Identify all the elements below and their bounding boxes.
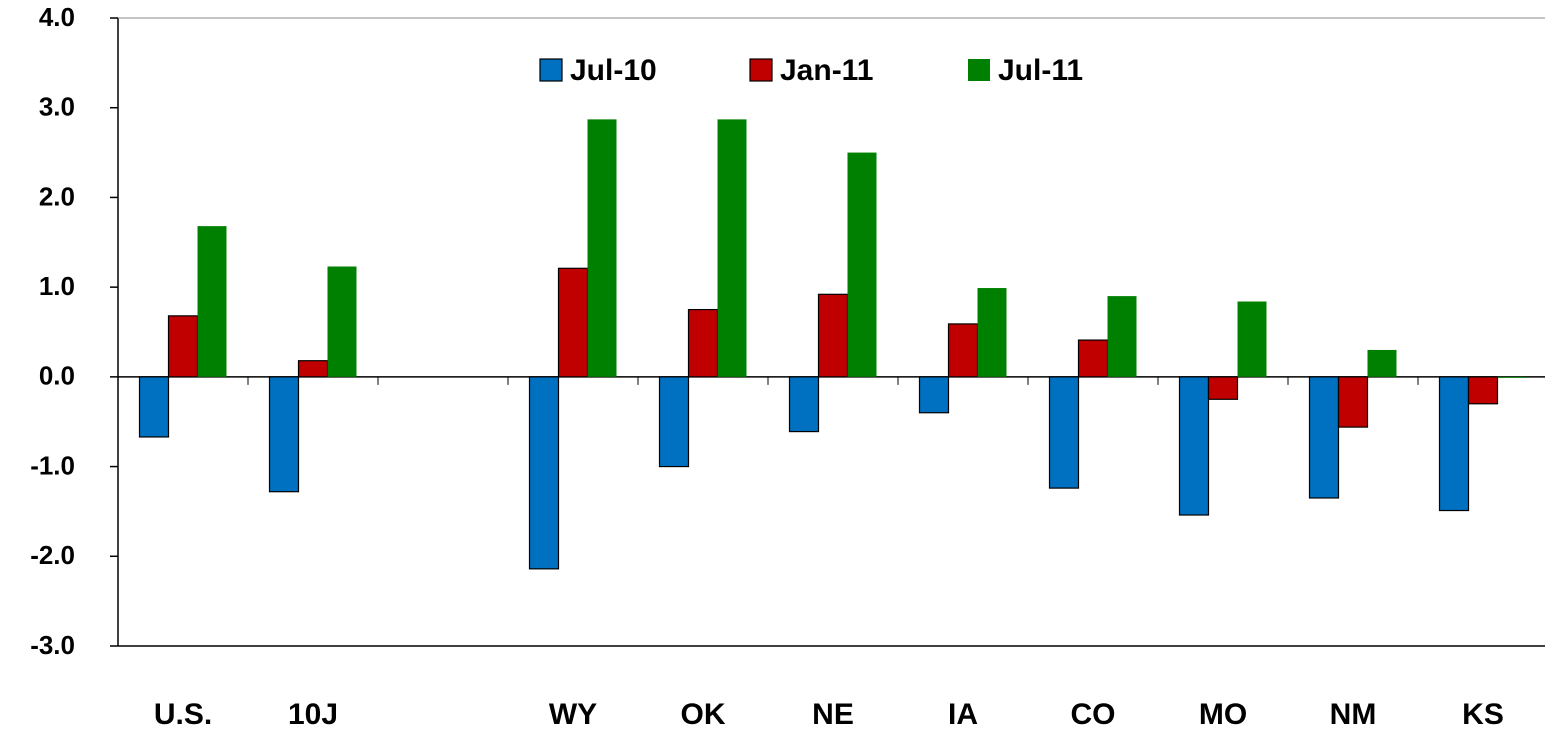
bar — [1337, 376, 1369, 428]
bar — [687, 308, 719, 378]
bar — [528, 376, 560, 570]
x-tick-label: NE — [812, 698, 854, 731]
bar — [817, 293, 849, 378]
y-tick-label: 0.0 — [39, 361, 75, 391]
bar — [1308, 376, 1340, 499]
bar — [1207, 376, 1239, 400]
bar — [268, 376, 300, 493]
bar — [1077, 339, 1109, 378]
bar — [847, 152, 877, 377]
bar — [1178, 376, 1210, 516]
bar — [717, 119, 747, 377]
y-tick-label: 1.0 — [39, 271, 75, 301]
bar — [977, 288, 1007, 377]
legend-label: Jul-11 — [998, 54, 1083, 87]
bar — [138, 376, 170, 438]
x-tick-label: MO — [1199, 698, 1247, 731]
x-tick-label: CO — [1071, 698, 1116, 731]
bar — [1367, 349, 1397, 377]
y-tick-label: -3.0 — [30, 630, 75, 660]
bar — [197, 226, 227, 377]
y-tick-label: 3.0 — [39, 92, 75, 122]
legend-swatch — [749, 58, 773, 82]
bar — [297, 360, 329, 378]
legend-label: Jul-10 — [570, 54, 657, 87]
y-tick-label: -2.0 — [30, 540, 75, 570]
bar — [1438, 376, 1470, 512]
x-tick-label: OK — [681, 698, 726, 731]
bar — [947, 323, 979, 378]
x-tick-label: NM — [1330, 698, 1377, 731]
legend-swatch — [968, 59, 990, 81]
bar — [1237, 301, 1267, 377]
x-tick-label: WY — [549, 698, 597, 731]
bar — [587, 119, 617, 377]
bar — [658, 376, 690, 468]
bar — [557, 267, 589, 378]
x-tick-label: 10J — [288, 698, 338, 731]
bar — [1467, 376, 1499, 405]
bar — [1107, 296, 1137, 377]
bar — [327, 266, 357, 377]
y-tick-label: -1.0 — [30, 450, 75, 480]
x-tick-label: IA — [948, 698, 978, 731]
legend-swatch — [539, 58, 563, 82]
x-tick-label: U.S. — [154, 698, 212, 731]
legend-label: Jan-11 — [780, 54, 873, 87]
bar — [167, 315, 199, 378]
y-tick-label: 4.0 — [39, 2, 75, 32]
y-tick-label: 2.0 — [39, 181, 75, 211]
x-tick-label: KS — [1462, 698, 1504, 731]
bar — [788, 376, 820, 433]
bar — [1048, 376, 1080, 489]
bar — [918, 376, 950, 414]
bar — [1497, 376, 1527, 378]
